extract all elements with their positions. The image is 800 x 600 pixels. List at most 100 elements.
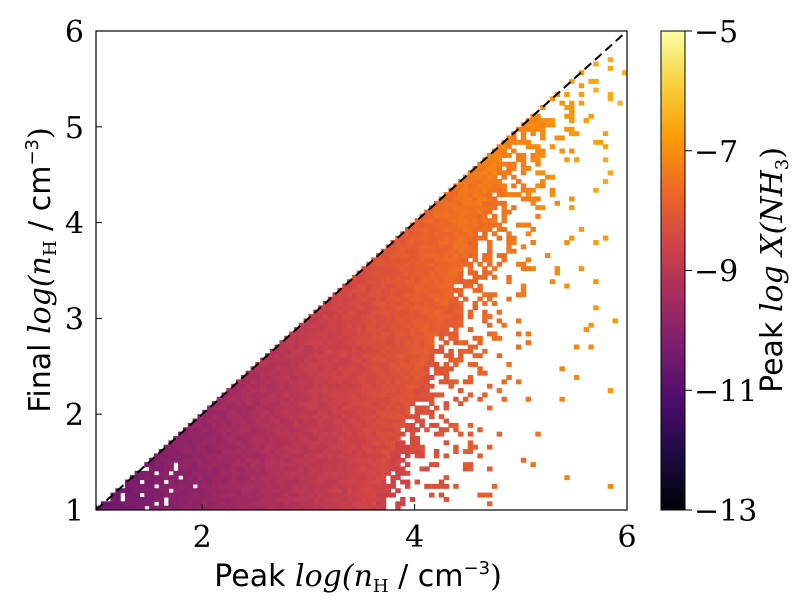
heatmap-cell — [433, 266, 440, 272]
heatmap-cell — [342, 348, 348, 354]
heatmap-cell — [443, 253, 449, 259]
heatmap-cell — [216, 427, 223, 433]
heatmap-cell — [313, 470, 319, 476]
heatmap-cell — [202, 444, 208, 450]
heatmap-cell — [231, 449, 237, 454]
heatmap-cell — [318, 314, 324, 319]
heatmap-cell — [390, 370, 396, 376]
heatmap-cell — [293, 340, 300, 346]
heatmap-cell — [202, 453, 208, 459]
heatmap-cell — [158, 501, 165, 507]
heatmap-cell — [197, 453, 203, 459]
heatmap-cell — [482, 253, 488, 259]
heatmap-cell — [356, 414, 363, 420]
heatmap-cell — [448, 331, 454, 337]
heatmap-cell — [182, 475, 189, 481]
heatmap-cell — [226, 488, 232, 494]
heatmap-cell — [158, 462, 165, 468]
heatmap-cell — [231, 422, 237, 428]
heatmap-cell — [337, 405, 343, 411]
heatmap-cell — [409, 431, 416, 437]
heatmap-cell — [318, 479, 324, 485]
heatmap-cell — [530, 118, 536, 124]
heatmap-cell — [221, 479, 227, 485]
heatmap-cell — [361, 274, 367, 280]
heatmap-cell — [443, 322, 449, 328]
heatmap-cell — [400, 501, 406, 507]
heatmap-cell — [380, 344, 387, 350]
heatmap-cell — [400, 466, 406, 472]
heatmap-cell — [356, 318, 363, 324]
heatmap-cell — [390, 296, 396, 302]
heatmap-cell — [366, 383, 372, 389]
heatmap-cell — [168, 505, 174, 510]
heatmap-cell — [332, 357, 338, 363]
heatmap-cell — [332, 396, 338, 402]
heatmap-cell — [458, 257, 464, 263]
heatmap-cell — [424, 209, 430, 215]
heatmap-cell — [419, 218, 425, 224]
heatmap-cell — [260, 414, 266, 420]
heatmap-cell — [458, 213, 464, 219]
heatmap-cell — [472, 192, 478, 198]
heatmap-cell — [366, 479, 372, 485]
heatmap-cell — [414, 479, 421, 485]
heatmap-cell — [221, 401, 227, 407]
heatmap-cell — [255, 401, 261, 407]
heatmap-cell — [433, 331, 440, 337]
heatmap-cell — [250, 392, 256, 398]
heatmap-cell — [327, 318, 334, 324]
heatmap-cell — [351, 401, 358, 407]
heatmap-cell — [375, 322, 382, 328]
heatmap-cell — [380, 392, 387, 398]
heatmap-cell — [443, 305, 449, 311]
heatmap-cell — [433, 257, 440, 263]
heatmap-cell — [462, 340, 469, 346]
heatmap-cell — [269, 392, 276, 398]
heatmap-cell — [298, 435, 305, 441]
heatmap-cell — [588, 322, 594, 328]
heatmap-cell — [511, 240, 517, 245]
heatmap-cell — [337, 309, 343, 315]
heatmap-cell — [433, 449, 440, 454]
heatmap-cell — [453, 327, 459, 333]
heatmap-cell — [269, 449, 276, 454]
heatmap-cell — [424, 379, 430, 385]
heatmap-cell — [506, 161, 512, 167]
heatmap-cell — [221, 422, 227, 428]
heatmap-cell — [375, 257, 382, 263]
heatmap-cell — [347, 405, 353, 411]
heatmap-cell — [255, 370, 261, 376]
heatmap-cell — [515, 344, 522, 350]
heatmap-cell — [419, 261, 425, 267]
heatmap-cell — [245, 488, 252, 494]
heatmap-cell — [216, 444, 223, 450]
heatmap-cell — [448, 379, 454, 385]
heatmap-cell — [308, 327, 314, 333]
heatmap-cell — [279, 340, 285, 346]
heatmap-cell — [414, 248, 421, 254]
heatmap-cell — [308, 396, 314, 402]
heatmap-cell — [414, 287, 421, 293]
heatmap-cell — [472, 344, 478, 350]
heatmap-cell — [458, 266, 464, 272]
heatmap-cell — [380, 379, 387, 385]
heatmap-cell — [448, 261, 454, 267]
heatmap-cell — [255, 492, 261, 498]
heatmap-cell — [448, 196, 454, 202]
heatmap-cell — [303, 453, 309, 459]
heatmap-cell — [385, 466, 392, 472]
heatmap-cell — [482, 318, 488, 324]
heatmap-cell — [327, 470, 334, 476]
heatmap-cell — [366, 305, 372, 311]
heatmap-cell — [255, 505, 261, 510]
heatmap-cell — [395, 427, 401, 433]
heatmap-cell — [211, 427, 218, 433]
heatmap-cell — [192, 462, 198, 468]
heatmap-cell — [482, 222, 488, 228]
heatmap-cell — [366, 370, 372, 376]
heatmap-cell — [187, 444, 194, 450]
heatmap-cell — [298, 331, 305, 337]
heatmap-cell — [395, 414, 401, 420]
heatmap-cell — [429, 375, 435, 380]
